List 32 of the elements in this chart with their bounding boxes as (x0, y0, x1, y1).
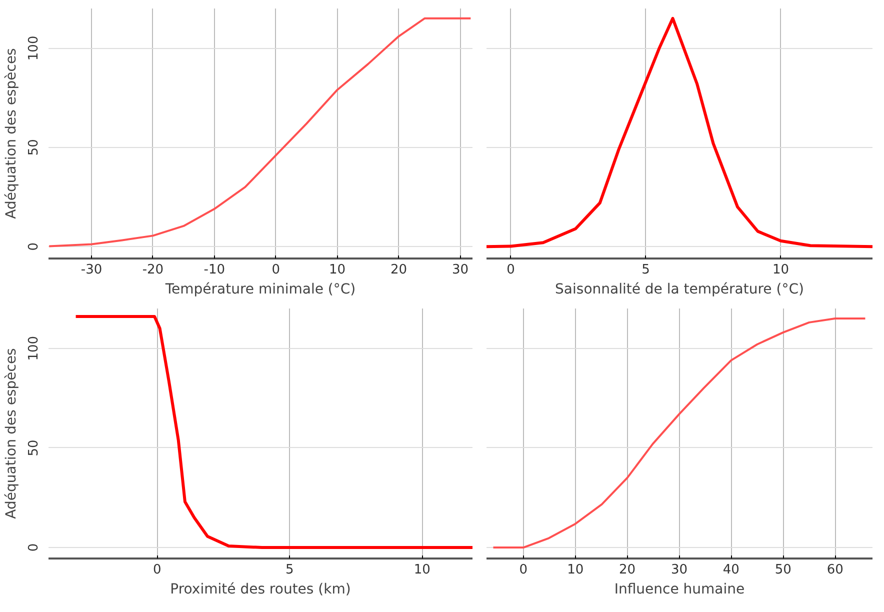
x-tick-label: 0 (153, 562, 162, 578)
y-tick-label: 100 (26, 336, 42, 361)
x-tick-label: 5 (642, 262, 650, 278)
x-axis-title: Température minimale (°C) (164, 282, 356, 298)
x-tick-label: -20 (142, 262, 164, 278)
x-axis-title: Saisonnalité de la température (°C) (555, 282, 804, 298)
x-tick-label: 5 (286, 562, 294, 578)
x-tick-label: 10 (414, 562, 430, 578)
x-tick-label: 0 (519, 562, 528, 578)
x-tick-label: 20 (619, 562, 636, 578)
x-tick-label: 30 (452, 262, 468, 278)
x-tick-label: 30 (670, 562, 688, 578)
x-tick-label: 40 (722, 562, 740, 578)
x-tick-label: 0 (506, 262, 515, 278)
y-tick-label: 100 (26, 36, 42, 61)
x-tick-label: 60 (826, 562, 844, 578)
x-axis-title: Proximité des routes (km) (170, 582, 351, 598)
y-axis-title: Adéquation des espèces (4, 48, 20, 219)
x-tick-label: 50 (774, 562, 792, 578)
x-tick-label: -10 (204, 262, 226, 278)
y-tick-label: 50 (26, 440, 42, 456)
x-tick-label: 0 (272, 262, 280, 278)
x-tick-label: 10 (567, 562, 584, 578)
x-tick-label: 10 (772, 262, 789, 278)
y-axis-title: Adéquation des espèces (4, 348, 20, 519)
y-tick-label: 50 (26, 139, 42, 156)
y-tick-label: 0 (26, 543, 42, 552)
y-tick-label: 0 (26, 242, 42, 251)
x-axis-title: Influence humaine (614, 582, 745, 598)
x-tick-label: 20 (390, 262, 408, 278)
x-tick-label: 10 (329, 262, 346, 278)
x-tick-label: -30 (80, 262, 102, 278)
